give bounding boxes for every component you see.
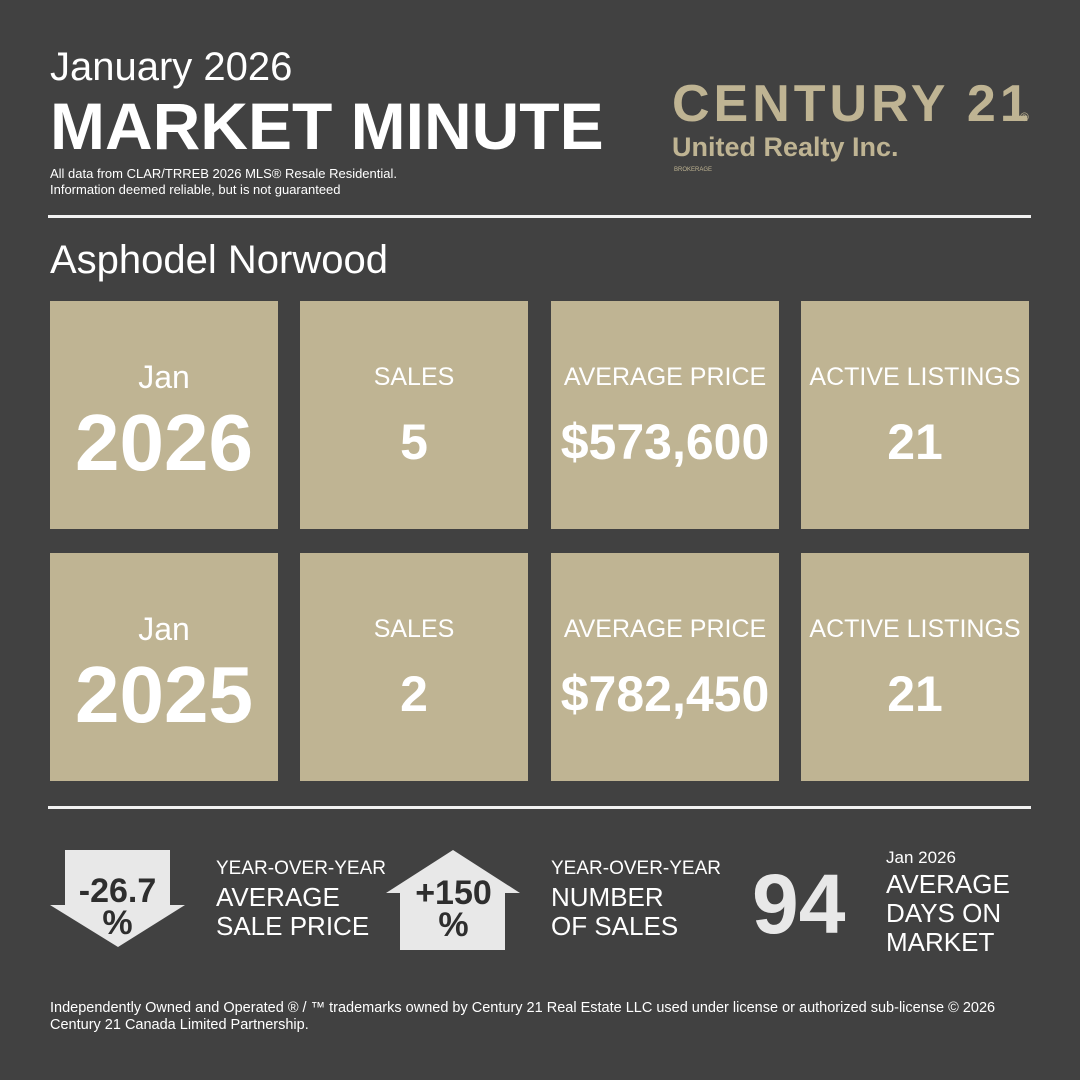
sales-change-label: YEAR-OVER-YEAR NUMBER OF SALES <box>551 854 721 941</box>
period: Jan 2026 <box>886 848 956 867</box>
days-label: Jan 2026 AVERAGE DAYS ON MARKET <box>886 846 1010 957</box>
logo-mark: ® <box>1020 110 1029 124</box>
arrows <box>50 850 520 950</box>
tile-month: Jan <box>138 359 190 395</box>
down-arrow <box>50 850 185 947</box>
label: MARKET <box>886 927 995 957</box>
price-change-label: YEAR-OVER-YEAR AVERAGE SALE PRICE <box>216 854 386 941</box>
footer: Independently Owned and Operated ® / ™ t… <box>50 1000 996 1033</box>
stat-tile: AVERAGE PRICE $782,450 <box>551 553 779 781</box>
stat-tile: SALES 5 <box>300 301 528 529</box>
label: OF SALES <box>551 911 679 941</box>
stat-label: ACTIVE LISTINGS <box>809 363 1021 391</box>
stat-value: $573,600 <box>560 414 770 470</box>
stat-value: 5 <box>400 414 428 470</box>
stat-tile: SALES 2 <box>300 553 528 781</box>
stat-value: 2 <box>400 666 428 722</box>
stat-label: ACTIVE LISTINGS <box>809 615 1021 643</box>
divider <box>48 806 1031 809</box>
label: AVERAGE <box>216 882 340 912</box>
divider <box>48 215 1031 218</box>
tile-month: Jan <box>138 611 190 647</box>
stat-tile: AVERAGE PRICE $573,600 <box>551 301 779 529</box>
stat-tile: ACTIVE LISTINGS 21 <box>801 301 1029 529</box>
label: SALE PRICE <box>216 911 370 941</box>
value: -26.7 <box>78 872 157 910</box>
logo-brand: CENTURY 21 <box>672 75 1033 133</box>
stat-tile: ACTIVE LISTINGS 21 <box>801 553 1029 781</box>
stat-value: 21 <box>887 414 943 470</box>
stat-value: $782,450 <box>560 666 770 722</box>
period-tile: Jan 2025 <box>50 553 278 781</box>
value: +150 <box>415 874 492 912</box>
stat-label: AVERAGE PRICE <box>563 615 767 643</box>
unit: % <box>438 906 469 944</box>
label: YEAR-OVER-YEAR <box>551 858 721 879</box>
note: Information deemed reliable, but is not … <box>50 182 341 197</box>
label: AVERAGE <box>886 869 1010 899</box>
period-tile: Jan 2026 <box>50 301 278 529</box>
label: DAYS ON <box>886 898 1002 928</box>
up-arrow <box>386 850 520 950</box>
stat-label: AVERAGE PRICE <box>563 363 767 391</box>
stat-label: SALES <box>373 363 455 391</box>
unit: % <box>102 904 133 942</box>
logo-office: United Realty Inc. <box>672 132 899 162</box>
title: MARKET MINUTE <box>50 89 604 163</box>
tile-year: 2025 <box>75 650 253 739</box>
logo-type: BROKERAGE <box>674 167 713 173</box>
month-title: January 2026 <box>50 45 293 89</box>
note: All data from CLAR/TRREB 2026 MLS® Resal… <box>50 166 398 181</box>
area: Asphodel Norwood <box>50 238 388 282</box>
label: NUMBER <box>551 882 664 912</box>
price-change: -26.7 % <box>50 872 185 942</box>
stat-label: SALES <box>373 615 455 643</box>
sales-change: +150 % <box>386 874 521 944</box>
days-value: 94 <box>752 857 846 951</box>
label: YEAR-OVER-YEAR <box>216 858 386 879</box>
tile-year: 2026 <box>75 398 253 487</box>
stat-value: 21 <box>887 666 943 722</box>
